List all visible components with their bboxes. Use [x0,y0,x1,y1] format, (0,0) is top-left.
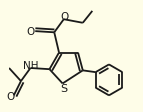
Text: O: O [26,26,35,36]
Text: NH: NH [23,60,38,70]
Text: O: O [6,91,14,101]
Text: S: S [60,83,67,93]
Text: O: O [60,12,68,22]
